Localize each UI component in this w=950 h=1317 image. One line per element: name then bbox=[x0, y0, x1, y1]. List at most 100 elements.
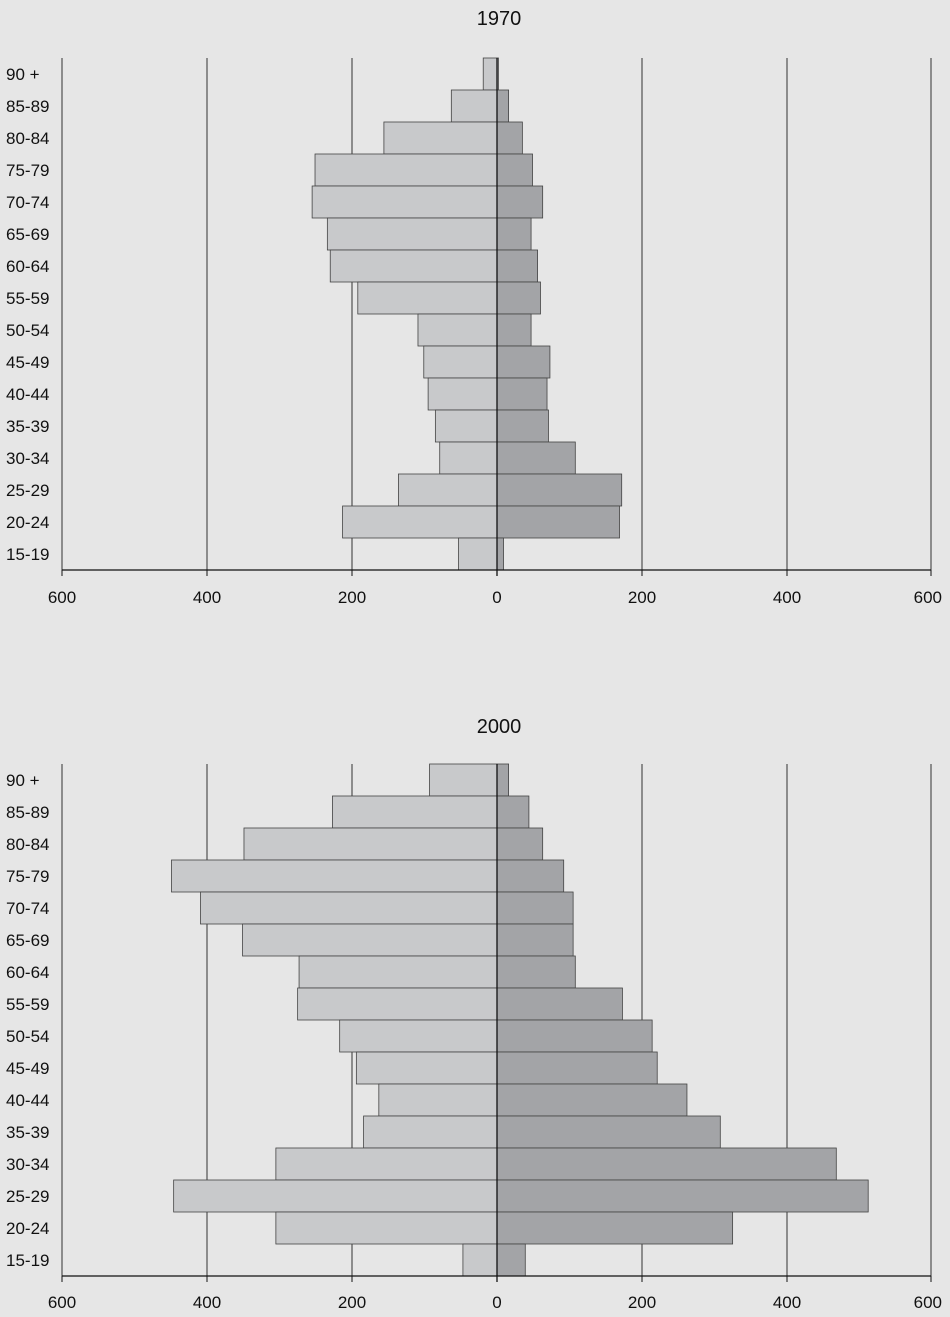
bar-left-35-39 bbox=[363, 1115, 498, 1149]
age-group-label: 90 + bbox=[6, 65, 40, 84]
bar-right-65-69 bbox=[496, 923, 574, 957]
bar-right-15-19 bbox=[496, 537, 504, 571]
bar-left-30-34 bbox=[439, 441, 498, 475]
age-group-label: 15-19 bbox=[6, 1251, 49, 1270]
bar-right-30-34 bbox=[496, 1147, 837, 1181]
chart-title: 1970 bbox=[477, 8, 522, 30]
age-group-label: 70-74 bbox=[6, 899, 49, 918]
bar-left-60-64 bbox=[298, 955, 498, 989]
bar-left-85-89 bbox=[450, 89, 498, 123]
bar-left-55-59 bbox=[357, 281, 498, 315]
age-group-label: 50-54 bbox=[6, 1027, 49, 1046]
age-group-label: 15-19 bbox=[6, 545, 49, 564]
age-group-label: 60-64 bbox=[6, 963, 49, 982]
pyramid-chart-1970: 1970 90 + 85-89 80-84 75-79 70-74 65-69 60-64 55… bbox=[6, 8, 942, 607]
bar-right-25-29 bbox=[496, 1179, 869, 1213]
age-group-label: 35-39 bbox=[6, 1123, 49, 1142]
bar-right-30-34 bbox=[496, 441, 576, 475]
bar-left-40-44 bbox=[427, 377, 498, 411]
bar-right-40-44 bbox=[496, 1083, 688, 1117]
x-tick-label: 400 bbox=[193, 1293, 221, 1312]
age-group-label: 30-34 bbox=[6, 449, 49, 468]
bar-right-50-54 bbox=[496, 1019, 653, 1053]
age-group-label: 90 + bbox=[6, 771, 40, 790]
bar-right-60-64 bbox=[496, 955, 576, 989]
bar-right-80-84 bbox=[496, 121, 523, 155]
bar-right-20-24 bbox=[496, 1211, 734, 1245]
bar-left-40-44 bbox=[378, 1083, 498, 1117]
bar-right-35-39 bbox=[496, 1115, 721, 1149]
age-group-label: 40-44 bbox=[6, 1091, 49, 1110]
bar-right-15-19 bbox=[496, 1243, 526, 1277]
bar-left-70-74 bbox=[200, 891, 498, 925]
bar-right-55-59 bbox=[496, 987, 623, 1021]
bar-left-45-49 bbox=[355, 1051, 498, 1085]
bar-left-15-19 bbox=[462, 1243, 498, 1277]
age-group-label: 40-44 bbox=[6, 385, 49, 404]
bar-left-15-19 bbox=[458, 537, 498, 571]
bar-right-25-29 bbox=[496, 473, 623, 507]
age-group-label: 55-59 bbox=[6, 995, 49, 1014]
x-tick-label: 600 bbox=[48, 1293, 76, 1312]
age-group-label: 85-89 bbox=[6, 97, 49, 116]
age-group-label: 70-74 bbox=[6, 193, 49, 212]
bar-left-75-79 bbox=[314, 153, 498, 187]
bar-left-80-84 bbox=[243, 827, 498, 861]
bar-left-45-49 bbox=[423, 345, 498, 379]
x-tick-label: 200 bbox=[338, 588, 366, 607]
bar-right-65-69 bbox=[496, 217, 532, 251]
age-group-label: 35-39 bbox=[6, 417, 49, 436]
age-group-label: 75-79 bbox=[6, 867, 49, 886]
x-tick-label: 200 bbox=[628, 1293, 656, 1312]
age-group-label: 45-49 bbox=[6, 353, 49, 372]
age-group-label: 80-84 bbox=[6, 835, 49, 854]
bar-right-60-64 bbox=[496, 249, 538, 283]
bar-left-80-84 bbox=[383, 121, 498, 155]
bar-left-70-74 bbox=[311, 185, 498, 219]
x-tick-label: 400 bbox=[193, 588, 221, 607]
bar-right-50-54 bbox=[496, 313, 532, 347]
bar-right-75-79 bbox=[496, 153, 533, 187]
age-group-label: 30-34 bbox=[6, 1155, 49, 1174]
age-group-label: 20-24 bbox=[6, 513, 49, 532]
bar-right-85-89 bbox=[496, 89, 510, 123]
x-tick-label: 600 bbox=[914, 1293, 942, 1312]
bar-left-30-34 bbox=[275, 1147, 498, 1181]
age-group-label: 25-29 bbox=[6, 1187, 49, 1206]
x-tick-label: 400 bbox=[773, 1293, 801, 1312]
age-group-label: 50-54 bbox=[6, 321, 49, 340]
bar-left-65-69 bbox=[326, 217, 498, 251]
age-group-label: 55-59 bbox=[6, 289, 49, 308]
age-group-label: 25-29 bbox=[6, 481, 49, 500]
x-tick-label: 0 bbox=[492, 1293, 501, 1312]
bar-right-55-59 bbox=[496, 281, 541, 315]
age-group-label: 65-69 bbox=[6, 225, 49, 244]
bar-left-50-54 bbox=[339, 1019, 498, 1053]
age-group-label: 60-64 bbox=[6, 257, 49, 276]
bar-right-85-89 bbox=[496, 795, 530, 829]
x-tick-label: 200 bbox=[628, 588, 656, 607]
x-tick-label: 400 bbox=[773, 588, 801, 607]
bar-left-65-69 bbox=[242, 923, 498, 957]
bar-right-35-39 bbox=[496, 409, 549, 443]
chart-title: 2000 bbox=[477, 716, 522, 738]
bar-right-90 bbox=[496, 763, 510, 797]
bar-left-90 bbox=[429, 763, 498, 797]
bar-left-60-64 bbox=[329, 249, 498, 283]
age-group-label: 75-79 bbox=[6, 161, 49, 180]
bar-right-45-49 bbox=[496, 1051, 658, 1085]
bar-right-75-79 bbox=[496, 859, 565, 893]
bar-right-45-49 bbox=[496, 345, 551, 379]
bar-left-75-79 bbox=[171, 859, 498, 893]
bar-left-90 bbox=[482, 57, 498, 91]
bar-left-25-29 bbox=[397, 473, 498, 507]
bar-left-85-89 bbox=[332, 795, 498, 829]
bar-left-20-24 bbox=[342, 505, 498, 539]
bar-right-70-74 bbox=[496, 185, 544, 219]
x-tick-label: 600 bbox=[48, 588, 76, 607]
bar-left-50-54 bbox=[417, 313, 498, 347]
x-tick-label: 0 bbox=[492, 588, 501, 607]
bar-left-55-59 bbox=[297, 987, 498, 1021]
